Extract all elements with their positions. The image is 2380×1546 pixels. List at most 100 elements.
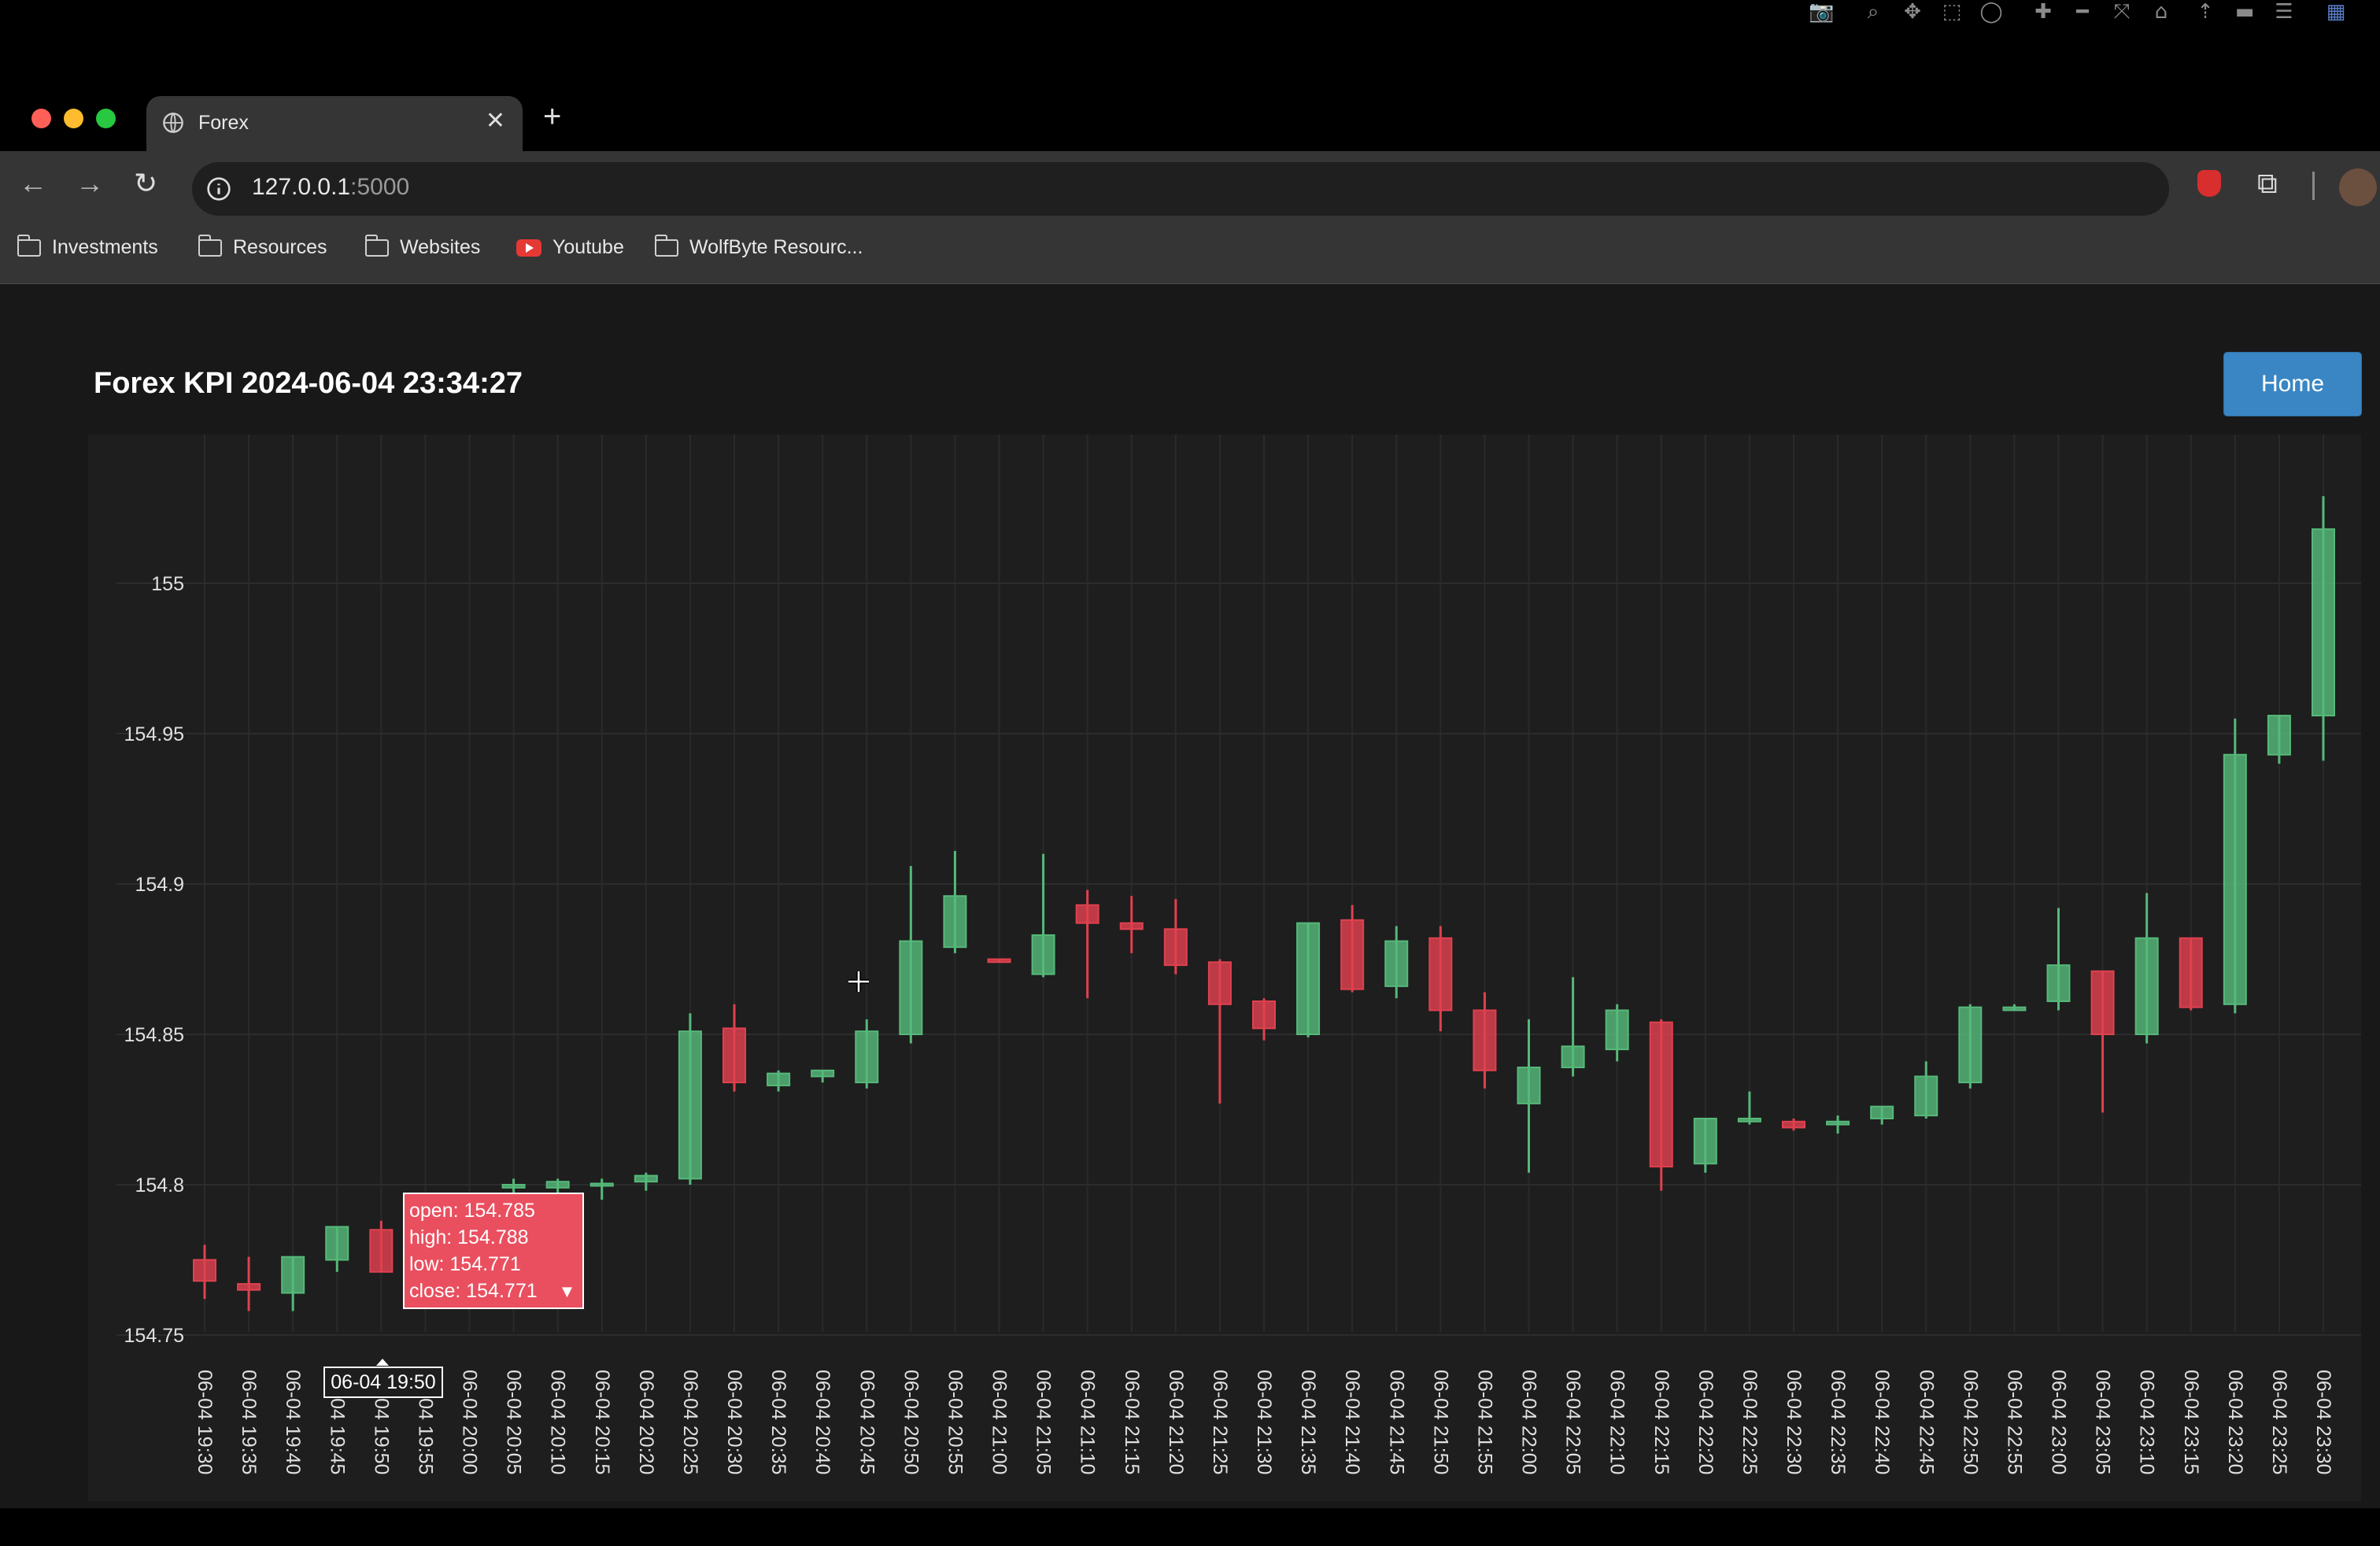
bookmark-youtube[interactable]: Youtube [516, 236, 624, 259]
zoom-out-icon[interactable]: ━ [2076, 0, 2089, 24]
candle-body [1296, 922, 1321, 1035]
hover-tooltip: open: 154.785 high: 154.788 low: 154.771… [403, 1193, 584, 1309]
x-tick-label: 06-04 21:45 [1385, 1370, 1407, 1474]
y-tick-label: 154.85 [124, 1024, 184, 1046]
candle-body [325, 1226, 349, 1261]
profile-avatar[interactable] [2339, 168, 2377, 206]
x-tick-label: 06-04 23:00 [2048, 1370, 2070, 1474]
bookmark-resources[interactable]: Resources [198, 234, 327, 259]
zoom-icon[interactable]: ⌕ [1867, 0, 1879, 24]
x-tick-label: 06-04 21:20 [1165, 1370, 1187, 1474]
chart-container[interactable]: 154.75 154.8 154.85 154.9 154.95 155 06-04 19:… [88, 435, 2361, 1501]
candle-body [1031, 934, 1055, 975]
hover-closest-icon[interactable]: ▬ [2234, 0, 2255, 24]
new-tab-button[interactable]: + [543, 99, 562, 134]
camera-icon[interactable]: 📷 [1809, 0, 1835, 24]
candle-body [2046, 964, 2071, 1002]
page-title: Forex KPI 2024-06-04 23:34:27 [94, 367, 523, 400]
youtube-icon [516, 239, 541, 257]
x-tick-label: 06-04 21:40 [1341, 1370, 1363, 1474]
x-tick-label: 06-04 20:45 [856, 1370, 878, 1474]
bookmark-websites[interactable]: Websites [365, 234, 481, 259]
folder-icon [655, 234, 678, 257]
x-tick-label: 06-04 21:50 [1429, 1370, 1451, 1474]
lasso-icon[interactable]: ◯ [1979, 0, 2003, 24]
spike-lines-icon[interactable]: ⇡ [2197, 0, 2214, 24]
x-tick-label: 06-04 21:30 [1253, 1370, 1275, 1474]
extensions-puzzle-icon[interactable]: ⧉ [2257, 167, 2278, 199]
tab-close-icon[interactable]: ✕ [485, 108, 505, 134]
browser-tab[interactable]: Forex ✕ [146, 96, 523, 151]
x-tick-label: 06-04 20:30 [723, 1370, 745, 1474]
url-host: 127.0.0.1 [252, 174, 351, 200]
candlestick-chart[interactable]: 154.75 154.8 154.85 154.9 154.95 155 06-04 19:… [88, 435, 2361, 1501]
page-bottom-bar [0, 1508, 2380, 1546]
address-bar[interactable] [192, 162, 2169, 216]
x-tick-label: 06-04 22:10 [1606, 1370, 1628, 1474]
forward-icon[interactable]: → [76, 167, 104, 199]
candle-body [1561, 1045, 1585, 1069]
x-tick-label: 06-04 20:00 [459, 1370, 481, 1474]
close-window-button[interactable] [31, 109, 51, 128]
x-tick-label: 06-04 21:35 [1297, 1370, 1319, 1474]
x-tick-label: 06-04 22:25 [1739, 1370, 1761, 1474]
bookmark-label: Resources [233, 236, 327, 258]
bookmark-label: Websites [400, 236, 481, 258]
y-tick-label: 155 [151, 573, 184, 595]
pan-icon[interactable]: ✥ [1904, 0, 1921, 24]
extension-shield-icon[interactable] [2197, 170, 2221, 197]
x-tick-label: 06-04 21:10 [1077, 1370, 1099, 1474]
crosshair-cursor-icon [848, 971, 869, 992]
candle-body [634, 1174, 658, 1183]
back-icon[interactable]: ← [19, 167, 47, 199]
tooltip-low: low: 154.771 [409, 1253, 521, 1275]
candle-body [1605, 1009, 1629, 1051]
x-tick-label: 06-04 22:55 [2003, 1370, 2025, 1474]
plotly-logo-icon[interactable]: ▦ [2326, 0, 2346, 24]
site-info-icon[interactable] [206, 176, 231, 202]
x-tick-label: 06-04 21:00 [989, 1370, 1011, 1474]
minimize-window-button[interactable] [64, 109, 83, 128]
x-tick-label: 06-04 22:50 [1959, 1370, 1981, 1474]
zoom-in-icon[interactable]: ✚ [2034, 0, 2052, 24]
home-button[interactable]: Home [2223, 352, 2362, 416]
candle-body [2312, 528, 2335, 717]
candle-body [987, 958, 1011, 963]
candle-body [2267, 715, 2291, 756]
candle-body [1075, 904, 1099, 924]
x-tick-label: 06-04 23:10 [2136, 1370, 2158, 1474]
x-tick-label: 06-04 22:35 [1827, 1370, 1849, 1474]
bookmark-wolfbyte[interactable]: WolfByte Resourc... [655, 234, 863, 259]
candle-body [589, 1182, 614, 1187]
y-tick-label: 154.95 [124, 723, 184, 745]
candle-body [1517, 1067, 1541, 1104]
tooltip-close-value: close: 154.771 [409, 1280, 538, 1302]
x-tick-label: 06-04 19:30 [194, 1370, 216, 1474]
x-tick-label: 06-04 23:15 [2180, 1370, 2202, 1474]
candle-body [545, 1181, 570, 1189]
candle-body [1340, 919, 1365, 990]
x-tick-label: 06-04 21:05 [1033, 1370, 1055, 1474]
x-tick-label: 06-04 22:15 [1650, 1370, 1672, 1474]
candle-body [369, 1229, 394, 1273]
candle-body [767, 1072, 791, 1086]
candle-body [1737, 1117, 1761, 1123]
reset-axes-icon[interactable]: ⌂ [2154, 0, 2168, 24]
hover-compare-icon[interactable]: ☰ [2275, 0, 2293, 24]
tab-title: Forex [198, 112, 249, 134]
tooltip-open: open: 154.785 [409, 1200, 535, 1222]
x-tick-label: 06-04 20:40 [811, 1370, 833, 1474]
browser-title-bar: Forex ✕ + [0, 0, 2380, 151]
x-tick-label: 06-04 20:50 [900, 1370, 922, 1474]
bookmark-label: Youtube [552, 236, 624, 258]
maximize-window-button[interactable] [96, 109, 116, 128]
box-select-icon[interactable]: ⬚ [1942, 0, 1962, 24]
autoscale-icon[interactable]: ⤧ [2113, 0, 2131, 24]
candle-body [501, 1184, 526, 1189]
url-text[interactable]: 127.0.0.1:5000 [252, 174, 409, 201]
candle-body [678, 1030, 702, 1180]
reload-icon[interactable]: ↻ [134, 167, 158, 199]
candle-body [1958, 1006, 1983, 1084]
bookmark-investments[interactable]: Investments [17, 234, 158, 259]
candle-body [2223, 753, 2247, 1005]
